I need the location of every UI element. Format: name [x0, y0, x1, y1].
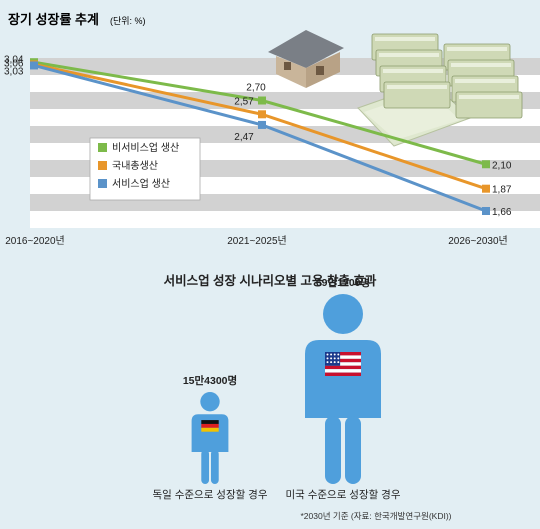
person-leg: [345, 416, 361, 484]
money-bill-edge: [383, 69, 443, 73]
x-tick-label: 2026~2030년: [448, 235, 508, 247]
money-bill-edge: [447, 47, 507, 51]
data-point: [482, 184, 490, 193]
data-point: [258, 120, 266, 129]
legend-swatch: [98, 179, 107, 188]
person-body: [191, 414, 229, 453]
legend-label: 비서비스업 생산: [112, 141, 179, 154]
money-bill-edge: [455, 79, 515, 83]
data-label: 2,70: [246, 83, 266, 94]
data-point: [258, 96, 266, 105]
data-point: [30, 61, 38, 70]
money-stack-icon: [357, 33, 523, 147]
legend-swatch: [98, 143, 107, 152]
x-tick-label: 2016~2020년: [5, 235, 65, 247]
money-bill-edge: [459, 95, 519, 99]
data-label: 3,04: [4, 54, 24, 65]
x-tick-label: 2021~2025년: [227, 235, 287, 247]
top-chart-title: 장기 성장률 추계: [8, 12, 99, 27]
data-label: 2,47: [234, 132, 254, 143]
data-point: [482, 160, 490, 169]
person-leg: [210, 450, 219, 484]
person-head: [200, 392, 220, 412]
value-label: 15만4300명: [183, 374, 237, 387]
legend-label: 국내총생산: [112, 160, 158, 172]
data-point: [258, 110, 266, 119]
bottom-chart-title: 서비스업 성장 시나리오별 고용 창출 효과: [164, 273, 377, 288]
grid-stripe: [30, 211, 540, 228]
person-icon: [191, 392, 229, 484]
usa-flag-icon: [325, 352, 361, 376]
data-label: 3,03: [4, 66, 24, 77]
money-bill-edge: [451, 63, 511, 67]
category-label: 독일 수준으로 성장할 경우: [152, 488, 267, 501]
house-icon: [268, 30, 344, 88]
data-label: 2,10: [492, 160, 512, 171]
person-icon: [305, 294, 381, 484]
legend-label: 서비스업 생산: [112, 177, 170, 190]
value-label: 69만1700명: [316, 276, 370, 289]
person-body: [305, 340, 381, 418]
person-head: [323, 294, 363, 334]
legend-swatch: [98, 161, 107, 170]
data-label: 2,57: [234, 96, 254, 107]
person-leg: [325, 416, 341, 484]
money-bill-edge: [379, 53, 439, 57]
person-leg: [201, 450, 210, 484]
data-label: 1,87: [492, 185, 512, 196]
money-bill-edge: [387, 85, 447, 89]
data-label: 3,06: [4, 58, 24, 69]
money-bill-edge: [375, 37, 435, 41]
data-label: 1,66: [492, 207, 512, 218]
data-point: [482, 207, 490, 215]
germany-flag-icon: [201, 420, 219, 432]
top-chart-unit-note: (단위: %): [110, 16, 146, 26]
category-label: 미국 수준으로 성장할 경우: [285, 488, 400, 501]
footnote: *2030년 기준 (자료: 한국개발연구원(KDI)): [301, 511, 452, 521]
